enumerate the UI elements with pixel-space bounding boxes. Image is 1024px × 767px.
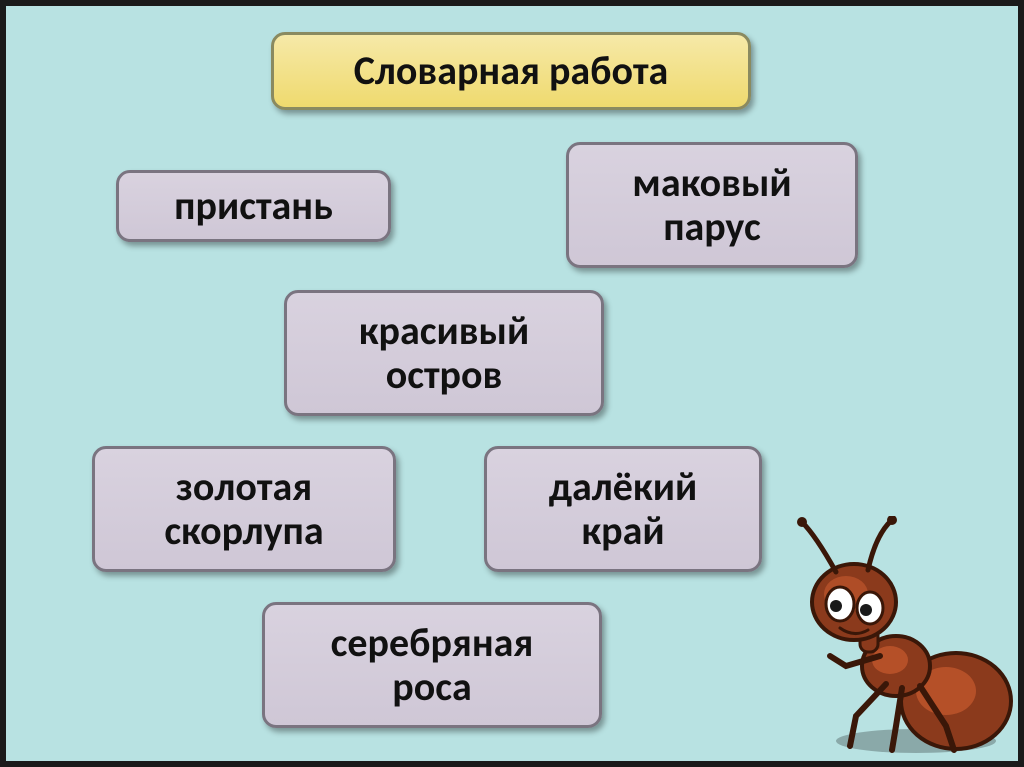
card-golden-shell: золотаяскорлупа (92, 446, 396, 572)
ant-icon (796, 516, 1016, 756)
card-label: золотаяскорлупа (164, 465, 323, 553)
card-label: далёкийкрай (549, 465, 698, 553)
card-pier: пристань (116, 170, 391, 242)
card-label: серебрянаяроса (331, 621, 534, 709)
card-beautiful-island: красивыйостров (284, 290, 604, 416)
card-poppy-sail: маковыйпарус (566, 142, 858, 268)
title-card: Словарная работа (271, 32, 751, 110)
title-text: Словарная работа (354, 49, 669, 93)
card-label: маковыйпарус (632, 161, 791, 249)
card-silver-dew: серебрянаяроса (262, 602, 602, 728)
card-label: пристань (174, 184, 333, 228)
slide-frame: Словарная работа пристань маковыйпарус к… (0, 0, 1024, 767)
card-label: красивыйостров (359, 309, 530, 397)
card-distant-land: далёкийкрай (484, 446, 762, 572)
